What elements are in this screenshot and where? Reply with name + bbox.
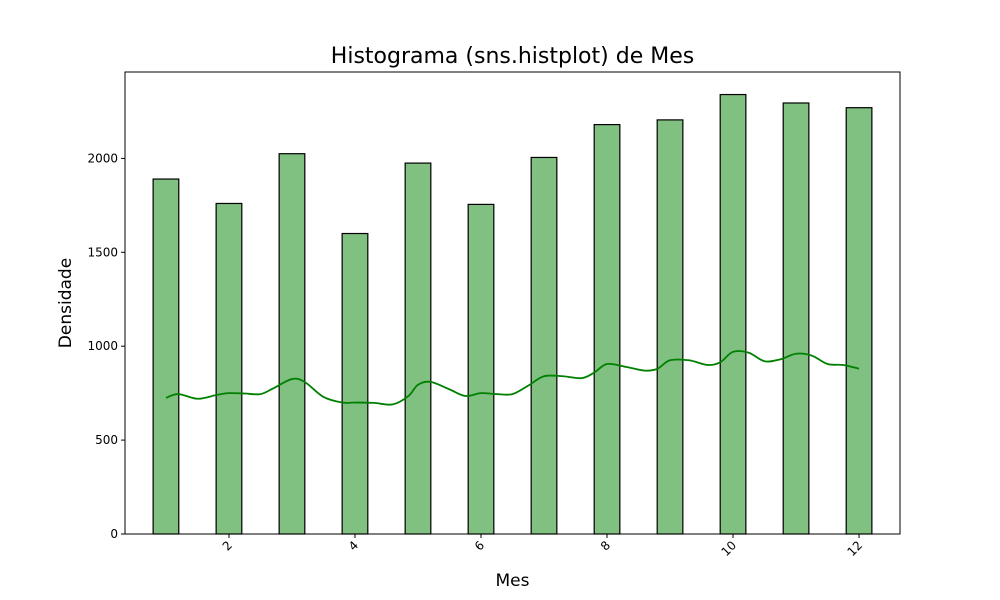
kde-curve [165,350,860,406]
y-tick-label-1500: 1500 [87,245,118,259]
y-tick-label-500: 500 [95,433,118,447]
histogram-bars [152,93,873,535]
y-tick-label-0: 0 [110,527,118,541]
x-axis-ticks: 2 4 6 8 10 12 [220,534,865,559]
plot-background [125,72,900,534]
y-tick-label-1000: 1000 [87,339,118,353]
axes-frame [124,71,901,535]
chart-title: Histograma (sns.histplot) de Mes [331,44,694,69]
histogram-bar-8 [593,123,621,535]
y-axis-ticks: 0 500 1000 1500 2000 [87,151,125,541]
histogram-bar-3 [278,153,306,535]
histogram-bar-11 [782,102,810,535]
x-tick-label-4: 4 [346,538,361,553]
x-tick-label-10: 10 [718,538,739,559]
y-axis-label: Densidade [56,258,76,348]
histogram-bar-10 [719,93,747,535]
kde-curve-group [165,350,860,406]
x-tick-label-2: 2 [220,538,235,553]
histogram-bar-7 [530,156,558,535]
x-tick-label-12: 12 [844,538,865,559]
histogram-bar-2 [215,202,243,535]
x-tick-label-8: 8 [598,538,613,553]
histogram-bar-4 [341,232,369,535]
histogram-bar-12 [845,107,873,535]
axes-spines [124,71,901,535]
x-axis-label: Mes [496,571,530,591]
histogram-bar-9 [656,119,684,535]
y-tick-label-2000: 2000 [87,151,118,165]
histogram-bar-1 [152,178,180,535]
x-tick-label-6: 6 [472,538,487,553]
histogram-bar-5 [404,162,432,535]
plot-area [125,72,900,534]
histogram-bar-6 [467,203,495,535]
